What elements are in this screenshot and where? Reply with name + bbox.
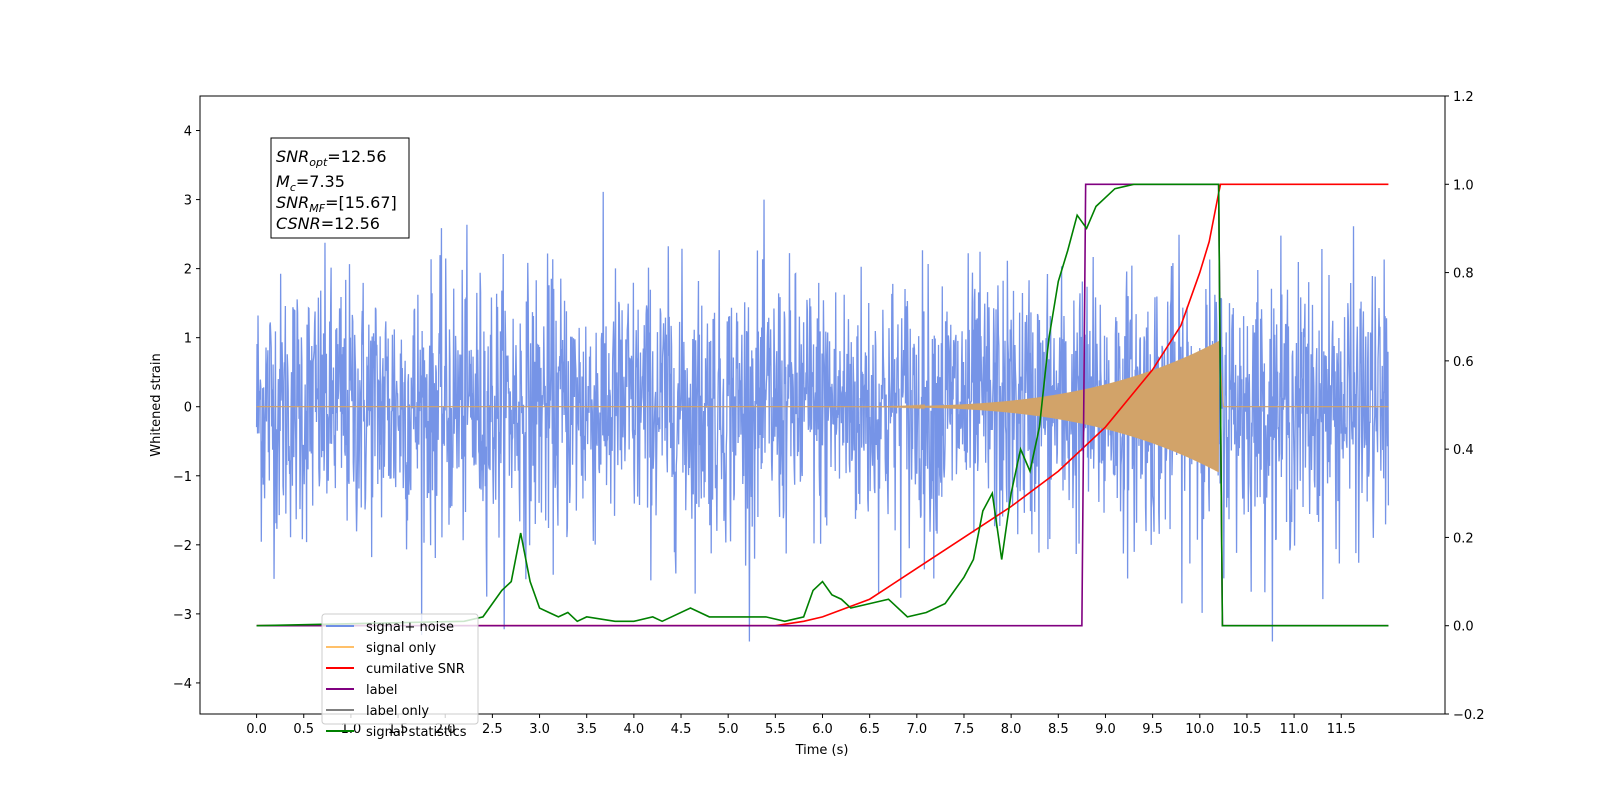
legend-label: label [366, 683, 397, 698]
legend-label: label only [366, 704, 429, 719]
series-cumulative-snr-line [256, 183, 1389, 627]
series-signal-statistics-line [256, 183, 1389, 627]
y-axis-label: Whitened strain [149, 353, 164, 456]
svg-text:SNRMF=[15.67]: SNRMF=[15.67] [276, 193, 397, 215]
legend: signal+ noise signal only cumilative SNR la… [321, 613, 479, 740]
y-tick-label: −3 [173, 608, 192, 623]
y-tick-label: 3 [184, 194, 192, 209]
annotation-snr-mf: [15.67] [338, 193, 396, 212]
x-tick-label: 5.5 [765, 722, 786, 737]
x-tick-label: 4.5 [671, 722, 692, 737]
x-tick-label: 10.0 [1185, 722, 1214, 737]
x-tick-label: 6.5 [859, 722, 880, 737]
x-tick-label: 0.5 [293, 722, 314, 737]
svg-text:SNRopt=12.56: SNRopt=12.56 [276, 147, 387, 169]
x-tick-label: 6.0 [812, 722, 833, 737]
y-tick-label: 2 [184, 263, 192, 278]
annotation-csnr: 12.56 [334, 214, 380, 233]
x-tick-label: 11.5 [1327, 722, 1356, 737]
y-tick-label: 4 [184, 125, 192, 140]
y2-tick-label: 1.0 [1453, 178, 1474, 193]
x-tick-label: 8.5 [1048, 722, 1069, 737]
annotation-mc: 7.35 [309, 172, 345, 191]
y2-tick-label: 0.8 [1453, 267, 1474, 282]
y-tick-label: 0 [184, 401, 192, 416]
legend-label: signal statistics [366, 725, 467, 740]
x-tick-label: 1.0 [341, 722, 362, 737]
x-tick-label: 7.0 [906, 722, 927, 737]
x-tick-label: 5.0 [718, 722, 739, 737]
y-tick-label: 1 [184, 332, 192, 347]
x-tick-label: 1.5 [388, 722, 409, 737]
x-tick-label: 4.0 [624, 722, 645, 737]
y-tick-label: −1 [173, 470, 192, 485]
y2-tick-label: 0.4 [1453, 443, 1474, 458]
svg-text:Mc=7.35: Mc=7.35 [276, 172, 345, 194]
x-tick-label: 9.5 [1142, 722, 1163, 737]
series-signal-only-line [256, 341, 1389, 473]
x-tick-label: 2.0 [435, 722, 456, 737]
x-axis-label: Time (s) [795, 743, 849, 758]
x-tick-label: 9.0 [1095, 722, 1116, 737]
plot-area [255, 183, 1390, 642]
x-tick-label: 8.0 [1001, 722, 1022, 737]
legend-label: cumilative SNR [366, 662, 465, 677]
legend-label: signal+ noise [366, 620, 454, 635]
x-tick-label: 2.5 [482, 722, 503, 737]
x-tick-label: 10.5 [1232, 722, 1261, 737]
annotation-box: SNRopt=12.56 Mc=7.35 SNRMF=[15.67] CSNR=… [270, 137, 410, 239]
y2-tick-label: 0.2 [1453, 531, 1474, 546]
y2-tick-label: −0.2 [1453, 708, 1485, 723]
y-tick-label: −4 [173, 677, 192, 692]
x-tick-label: 11.0 [1280, 722, 1309, 737]
svg-text:CSNR=12.56: CSNR=12.56 [276, 214, 380, 233]
y2-tick-label: 0.0 [1453, 620, 1474, 635]
x-tick-label: 3.5 [576, 722, 597, 737]
y-axis-right: 1.2 1.0 0.8 0.6 0.4 0.2 0.0 −0.2 [1445, 90, 1485, 723]
x-tick-label: 3.0 [529, 722, 550, 737]
x-tick-label: 0.0 [246, 722, 267, 737]
annotation-snr-opt: 12.56 [341, 147, 387, 166]
legend-label: signal only [366, 641, 436, 656]
series-signal-noise-line [255, 191, 1390, 642]
y2-tick-label: 1.2 [1453, 90, 1474, 105]
y-axis-left: 4 3 2 1 0 −1 −2 −3 −4 [173, 125, 200, 692]
y2-tick-label: 0.6 [1453, 355, 1474, 370]
x-tick-label: 7.5 [954, 722, 975, 737]
x-axis: 0.0 0.5 1.0 1.5 2.0 2.5 3.0 3.5 4.0 4.5 5.0 5.5 6.0 6… [246, 714, 1356, 737]
y-tick-label: −2 [173, 539, 192, 554]
